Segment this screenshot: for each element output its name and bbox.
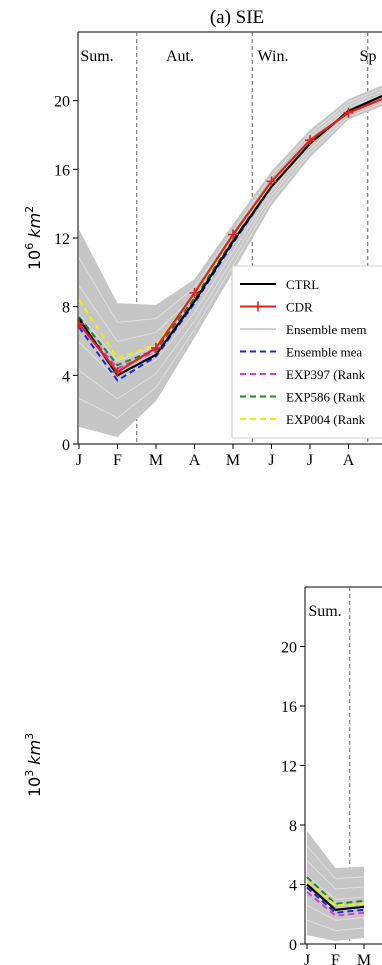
chart-title: (a) SIE: [210, 7, 264, 28]
legend-entry: CDR: [286, 300, 313, 315]
legend-entry: EXP004 (Rank: [286, 412, 366, 427]
x-tick-label: M: [357, 952, 371, 965]
cdr-marker: [78, 318, 84, 329]
x-tick-label: F: [331, 952, 340, 965]
legend-entry: EXP397 (Rank: [286, 367, 366, 382]
y-tick-label: 8: [62, 300, 70, 317]
legend: CTRL CDR Ensemble mem Ensemble mea EXP397 (R…: [231, 265, 382, 439]
series-line-ensemble-mea: [306, 886, 365, 914]
x-tick-label: M: [226, 452, 240, 469]
legend-box: [231, 265, 382, 439]
season-label: Sp: [360, 48, 377, 65]
series-line-exp586-rank: [306, 876, 365, 905]
plot-area: Sum.: [306, 587, 365, 944]
series-line-ctrl: [78, 94, 382, 377]
plot-area: Sum. Aut. Win. Sp: [78, 32, 382, 444]
x-tick-label: J: [76, 452, 82, 469]
y-tick-label: 0: [289, 937, 297, 954]
x-tick-label: J: [268, 452, 274, 469]
y-tick-label: 20: [54, 94, 70, 111]
cdr-marker: [305, 135, 315, 146]
ensemble-member-line: [78, 102, 382, 419]
y-axis-label: 106 km2: [23, 206, 44, 270]
cdr-marker: [228, 229, 238, 240]
y-tick-label: 20: [281, 640, 297, 657]
x-tick-label: A: [343, 452, 355, 469]
ensemble-member-line: [306, 904, 365, 921]
legend-entry: Ensemble mea: [286, 345, 362, 360]
y-axis-label: 103 km3: [23, 733, 44, 797]
cdr-marker: [151, 342, 161, 353]
legend-entry: Ensemble mem: [286, 322, 367, 337]
y-tick-label: 4: [289, 878, 297, 895]
ensemble-member-line: [306, 875, 365, 900]
y-tick-label: 12: [54, 231, 70, 248]
legend-entry: CTRL: [286, 277, 319, 292]
cdr-marker: [112, 366, 123, 377]
y-tick-label: 4: [62, 368, 70, 385]
x-tick-label: F: [113, 452, 122, 469]
series-line-exp397-rank: [306, 891, 365, 917]
y-tick-label: 12: [281, 759, 297, 776]
cdr-marker: [189, 287, 200, 298]
y-tick-label: 8: [289, 818, 297, 835]
legend-marker: [253, 301, 263, 312]
series-line-cdr: [78, 98, 382, 373]
series-line-exp004-rank: [306, 880, 365, 907]
cdr-marker: [343, 107, 354, 118]
ensemble-member-line: [78, 87, 382, 323]
season-label: Sum.: [308, 603, 341, 620]
y-tick-label: 16: [281, 699, 297, 716]
ensemble-member-line: [306, 919, 365, 932]
y-tick-label: 16: [54, 162, 70, 179]
chart-panel-2: 0 4 8 12 16 20 103 km3 J F M Sum.: [23, 586, 382, 965]
legend-entry: EXP586 (Rank: [286, 390, 366, 405]
season-label: Win.: [258, 48, 289, 65]
y-tick-label: 0: [62, 437, 70, 454]
x-tick-label: M: [149, 452, 163, 469]
x-tick-label: A: [189, 452, 201, 469]
cdr-marker: [266, 176, 277, 187]
ensemble-member-line: [306, 860, 365, 890]
ensemble-member-line: [306, 845, 365, 880]
x-tick-label: J: [307, 452, 313, 469]
series-line-ctrl: [306, 883, 365, 911]
season-label: Aut.: [166, 48, 194, 65]
x-tick-label: J: [304, 952, 310, 965]
season-label: Sum.: [80, 48, 113, 65]
